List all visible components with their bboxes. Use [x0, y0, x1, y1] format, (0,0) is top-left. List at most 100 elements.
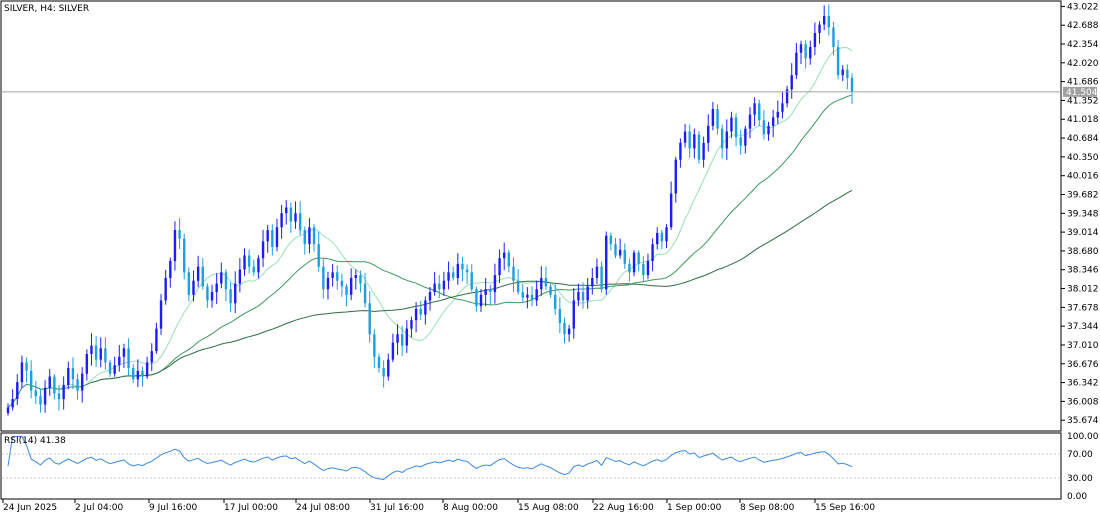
candle	[498, 249, 501, 284]
candle-body	[507, 252, 511, 267]
candle-body	[544, 277, 548, 287]
candle-body	[461, 263, 464, 270]
candle-body	[419, 308, 422, 315]
candle	[39, 388, 42, 413]
candle-body	[331, 272, 334, 278]
candle-body	[516, 280, 520, 293]
candle	[331, 264, 334, 287]
price-tick-label: 37.678	[1067, 303, 1099, 313]
time-tick-label: 8 Aug 00:00	[443, 503, 498, 513]
candle-body	[183, 238, 186, 273]
candle	[53, 374, 56, 400]
price-panel-frame	[0, 0, 1062, 432]
candle	[809, 40, 812, 65]
candle-body	[238, 269, 242, 284]
price-tick-label: 39.014	[1067, 228, 1099, 238]
candle	[790, 63, 793, 99]
candle	[744, 125, 747, 154]
price-tick-label: 37.344	[1067, 322, 1099, 332]
candle-body	[702, 142, 705, 160]
candle-body	[363, 283, 367, 304]
candle	[247, 249, 251, 274]
candle	[261, 229, 265, 268]
candle	[354, 269, 358, 290]
candle	[535, 280, 538, 306]
candle-body	[201, 266, 204, 287]
price-tick-label: 41.018	[1067, 115, 1099, 125]
candle-body	[711, 109, 715, 126]
candle-body	[210, 292, 214, 301]
candle	[298, 201, 302, 236]
candle	[758, 99, 761, 127]
candle-body	[748, 114, 752, 129]
candle-body	[679, 142, 682, 160]
candle	[11, 389, 14, 411]
candle	[470, 264, 473, 292]
candle-body	[674, 159, 677, 194]
price-tick-label: 41.686	[1067, 78, 1099, 88]
candle	[340, 273, 344, 297]
candle	[192, 270, 195, 302]
candle	[187, 267, 191, 302]
candle-body	[387, 359, 390, 377]
candle	[730, 111, 733, 139]
candle-body	[781, 103, 784, 112]
candle	[818, 21, 821, 44]
candle	[118, 345, 121, 372]
candle-body	[795, 52, 798, 76]
candle-body	[822, 16, 826, 25]
candle-body	[771, 117, 775, 126]
ma-line-1	[7, 46, 853, 408]
candle	[822, 5, 826, 31]
candle	[280, 204, 283, 239]
candle-body	[118, 356, 121, 366]
time-tick-label: 9 Jul 16:00	[149, 503, 198, 513]
candle-body	[540, 277, 543, 290]
candle	[683, 123, 687, 148]
candle-body	[271, 230, 274, 247]
candle	[80, 367, 84, 403]
candle	[581, 282, 585, 309]
candle-body	[813, 32, 817, 48]
candle	[711, 102, 715, 131]
candle-body	[442, 280, 446, 290]
candle-body	[433, 283, 436, 293]
time-tick-label: 2 Jul 04:00	[75, 503, 124, 513]
candle	[734, 113, 738, 147]
candle	[224, 269, 228, 302]
candle	[229, 282, 232, 313]
candle	[475, 286, 478, 312]
candle	[178, 218, 181, 250]
candle-body	[127, 348, 130, 369]
candle	[67, 361, 70, 390]
candle-body	[113, 365, 116, 374]
candle	[795, 42, 798, 80]
candle	[600, 261, 603, 293]
candle	[336, 265, 339, 290]
candle-body	[229, 289, 232, 304]
candle	[688, 124, 691, 158]
candle-body	[739, 137, 742, 146]
candle	[512, 257, 515, 293]
candle-body	[317, 244, 320, 267]
time-tick-label: 24 Jul 08:00	[296, 503, 350, 513]
candle	[201, 257, 204, 290]
candle-body	[809, 47, 812, 59]
candle-body	[493, 275, 497, 293]
candle	[438, 275, 441, 299]
candle-body	[400, 334, 404, 346]
candle	[451, 266, 455, 281]
candle	[34, 380, 38, 405]
candle	[623, 243, 626, 269]
candle-body	[104, 348, 107, 363]
candle-body	[322, 266, 325, 290]
candle	[183, 233, 186, 280]
candle-body	[651, 244, 654, 262]
candle	[767, 121, 770, 141]
candle-body	[623, 249, 626, 264]
candle	[725, 119, 728, 161]
candle	[400, 325, 404, 356]
candle-body	[252, 266, 255, 273]
price-tick-label: 36.342	[1067, 379, 1099, 389]
